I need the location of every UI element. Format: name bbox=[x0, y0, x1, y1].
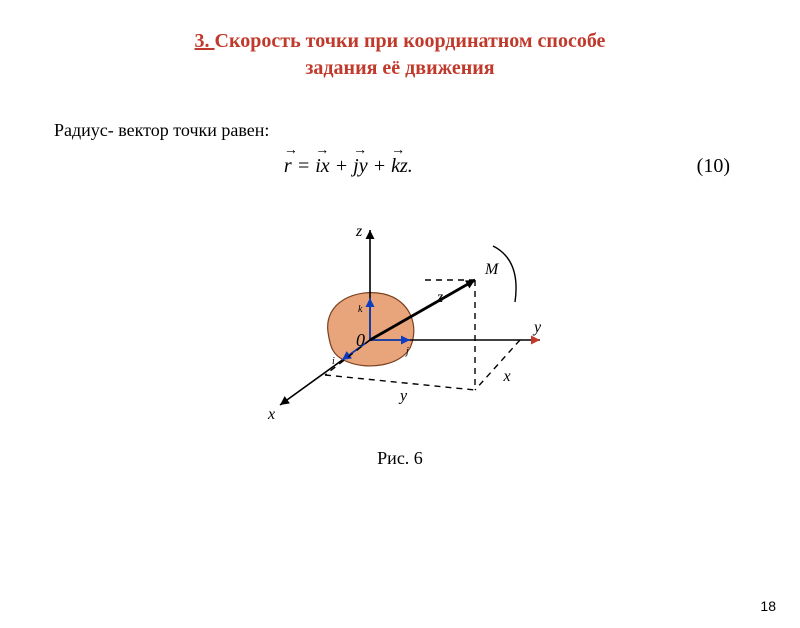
diagram-caption: Рис. 6 bbox=[0, 448, 800, 469]
svg-text:y: y bbox=[398, 388, 408, 405]
title-line-1: Скорость точки при координатном способе bbox=[215, 30, 606, 52]
eq-plus1: + bbox=[330, 155, 354, 177]
svg-text:M: M bbox=[484, 261, 500, 278]
svg-text:z: z bbox=[436, 289, 444, 306]
title-prefix: 3. bbox=[195, 30, 215, 52]
title-line-2: задания её движения bbox=[0, 55, 800, 82]
equation: →r = →ix + →jy + →kz. bbox=[0, 155, 697, 178]
page-number: 18 bbox=[760, 598, 776, 614]
svg-text:y: y bbox=[532, 319, 542, 336]
svg-text:0: 0 bbox=[356, 330, 365, 350]
svg-text:i: i bbox=[332, 356, 335, 367]
eq-plus2: + bbox=[368, 155, 392, 177]
svg-text:k: k bbox=[358, 304, 363, 315]
equation-body: →r = →ix + →jy + →kz. bbox=[284, 155, 413, 178]
equation-row: →r = →ix + →jy + →kz. (10) bbox=[0, 155, 800, 178]
subtitle-text: Радиус- вектор точки равен: bbox=[54, 120, 800, 141]
svg-text:x: x bbox=[267, 406, 275, 423]
diagram-svg: zyxM0zxykij bbox=[220, 200, 580, 440]
eq-dot: . bbox=[408, 155, 413, 177]
svg-text:x: x bbox=[503, 368, 511, 385]
diagram: zyxM0zxykij bbox=[220, 200, 580, 440]
equation-number: (10) bbox=[697, 155, 730, 178]
svg-text:z: z bbox=[355, 223, 363, 240]
section-title: 3. Скорость точки при координатном спосо… bbox=[0, 28, 800, 82]
